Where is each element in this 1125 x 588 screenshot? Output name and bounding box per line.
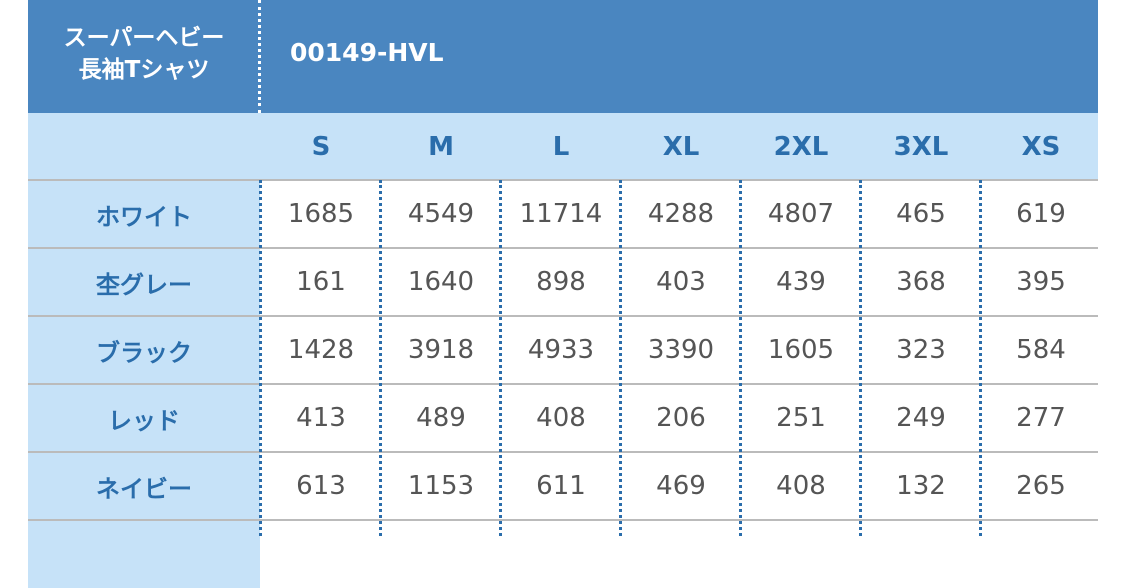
color-name: レッド: [108, 406, 180, 435]
stock-cell: 277: [1016, 403, 1066, 433]
stock-cell: 3918: [407, 335, 475, 365]
color-name: ネイビー: [96, 474, 192, 503]
stock-cell: 403: [656, 267, 706, 297]
size-header-cell: 2XL: [773, 131, 829, 162]
page: {"header": {"title_lines": ["スーパーヘビー", "…: [28, 0, 1098, 588]
stock-cell: 584: [1016, 335, 1066, 365]
stock-cell: 323: [896, 335, 946, 365]
row-separator: [28, 315, 1098, 317]
stock-cell: 368: [896, 267, 946, 297]
stock-cell: 265: [1016, 471, 1066, 501]
color-name: ブラック: [96, 338, 192, 367]
stock-cell: 132: [896, 471, 946, 501]
column-divider: [499, 180, 502, 536]
stock-cell: 4933: [527, 335, 595, 365]
stock-cell: 413: [296, 403, 346, 433]
stock-cell: 469: [656, 471, 706, 501]
stock-cell: 4288: [647, 199, 715, 229]
stock-cell: 249: [896, 403, 946, 433]
size-header: [28, 113, 1098, 180]
row-separator: [28, 383, 1098, 385]
size-header-cell: M: [428, 131, 454, 162]
column-divider: [379, 180, 382, 536]
size-header-cell: 3XL: [893, 131, 949, 162]
title-line: 長袖Tシャツ: [78, 57, 210, 83]
stock-cell: 3390: [647, 335, 715, 365]
stock-cell: 408: [536, 403, 586, 433]
row-header-bg: [28, 452, 260, 520]
stock-cell: 11714: [519, 199, 603, 229]
row-header-bg: [28, 384, 260, 452]
product-title: スーパーヘビー 長袖Tシャツ: [28, 22, 260, 86]
stock-cell: 395: [1016, 267, 1066, 297]
column-divider: [979, 180, 982, 536]
size-header-cell: XL: [662, 131, 700, 162]
stock-cell: 1640: [407, 267, 475, 297]
stock-cell: 251: [776, 403, 826, 433]
stock-cell: 4549: [407, 199, 475, 229]
row-header-bg: [28, 180, 260, 248]
stock-cell: 619: [1016, 199, 1066, 229]
header-bar: [28, 0, 1098, 113]
size-header-cell: L: [552, 131, 570, 162]
stock-cell: 613: [296, 471, 346, 501]
size-header-cell: XS: [1021, 131, 1061, 162]
row-header-bg: [28, 248, 260, 316]
column-divider: [259, 180, 262, 536]
stock-cell: 4807: [767, 199, 835, 229]
color-name: 杢グレー: [96, 270, 192, 299]
column-divider: [619, 180, 622, 536]
stock-cell: 161: [296, 267, 346, 297]
row-separator: [28, 451, 1098, 453]
color-name: ホワイト: [96, 202, 192, 231]
row-separator: [28, 179, 1098, 181]
size-header-cell: S: [311, 131, 331, 162]
stock-cell: 1685: [287, 199, 355, 229]
row-separator: [28, 247, 1098, 249]
product-code: 00149-HVL: [290, 38, 444, 67]
stock-cell: 489: [416, 403, 466, 433]
header-divider: [258, 0, 261, 113]
stock-cell: 465: [896, 199, 946, 229]
row-header-bg: [28, 520, 260, 588]
stock-cell: 611: [536, 471, 586, 501]
stock-cell: 1428: [287, 335, 355, 365]
stock-cell: 408: [776, 471, 826, 501]
column-divider: [859, 180, 862, 536]
stock-cell: 1153: [407, 471, 475, 501]
row-separator: [28, 519, 1098, 521]
stock-cell: 898: [536, 267, 586, 297]
column-divider: [739, 180, 742, 536]
stock-cell: 1605: [767, 335, 835, 365]
stock-cell: 206: [656, 403, 706, 433]
row-header-bg: [28, 316, 260, 384]
title-line: スーパーヘビー: [63, 25, 225, 51]
stock-cell: 439: [776, 267, 826, 297]
